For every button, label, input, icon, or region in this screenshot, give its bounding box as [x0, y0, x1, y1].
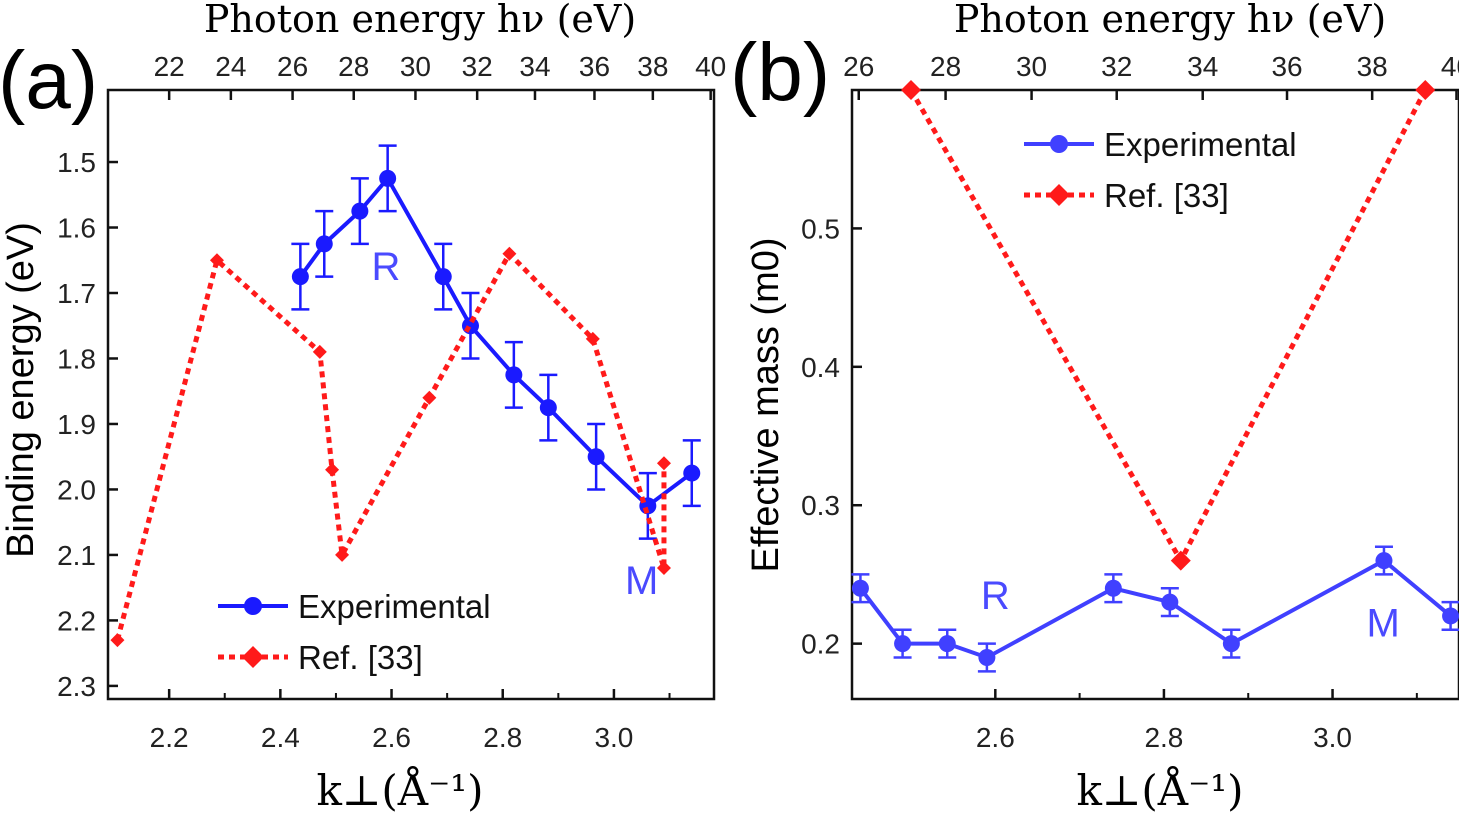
data-point-circle — [539, 399, 557, 417]
data-point-circle — [1442, 607, 1459, 625]
top-tick-label: 38 — [1357, 51, 1388, 82]
top-tick-label: 34 — [1187, 51, 1218, 82]
top-tick-label: 26 — [843, 51, 874, 82]
legend-label: Ref. [33] — [1104, 177, 1229, 214]
y-tick-label: 1.6 — [57, 213, 96, 244]
data-point-circle — [978, 648, 996, 666]
data-point-circle — [315, 235, 333, 253]
legend-label: Experimental — [1104, 126, 1297, 163]
x-tick-label: 2.6 — [976, 722, 1015, 753]
data-point-circle — [1222, 635, 1240, 653]
data-point-circle — [894, 635, 912, 653]
x-tick-label: 3.0 — [594, 722, 633, 753]
y-tick-label: 0.5 — [801, 213, 840, 244]
annotation-m: M — [1366, 602, 1399, 646]
panel-b-bottom-axis-title: k⊥(Å⁻¹) — [1076, 765, 1243, 815]
annotation-r: R — [372, 245, 401, 289]
annotation-r: R — [981, 574, 1010, 618]
data-point-circle — [938, 635, 956, 653]
data-point-diamond — [209, 253, 224, 268]
x-tick-label: 2.8 — [483, 722, 522, 753]
y-tick-label: 1.8 — [57, 343, 96, 374]
x-tick-label: 2.6 — [372, 722, 411, 753]
top-tick-label: 22 — [154, 51, 185, 82]
data-point-diamond — [312, 344, 327, 359]
data-point-circle — [434, 268, 452, 286]
y-tick-label: 1.5 — [57, 147, 96, 178]
y-tick-label: 2.2 — [57, 605, 96, 636]
y-tick-label: 2.3 — [57, 671, 96, 702]
x-tick-label: 2.8 — [1144, 722, 1183, 753]
y-tick-label: 1.9 — [57, 409, 96, 440]
plot-frame — [850, 88, 1459, 701]
legend-marker-diamond — [242, 646, 264, 668]
panel-a-plot: 2.2 2.4 2.6 2.8 3.0 1.5 1.6 1.7 1.8 1.9 2.0 2.1 2.2 2… — [57, 51, 726, 753]
y-tick-label: 0.2 — [801, 629, 840, 660]
data-point-circle — [505, 366, 523, 384]
top-tick-label: 30 — [400, 51, 431, 82]
data-point-circle — [587, 448, 605, 466]
top-tick-label: 36 — [579, 51, 610, 82]
y-tick-label: 2.1 — [57, 540, 96, 571]
data-point-circle — [1161, 593, 1179, 611]
panel-b: (b) Photon energy hν (eV) k⊥(Å⁻¹) Effect… — [730, 0, 1459, 815]
data-point-circle — [379, 169, 397, 187]
panel-b-plot: 2.6 2.8 3.0 0.2 0.3 0.4 0.5 26 28 30 32 34 36 38 40 R M E… — [801, 51, 1459, 753]
panel-b-top-axis-title: Photon energy hν (eV) — [954, 0, 1386, 41]
data-point-diamond — [656, 456, 671, 471]
panel-a: (a) Photon energy hν (eV) k⊥(Å⁻¹) Bindin… — [0, 0, 726, 815]
data-point-diamond — [110, 633, 125, 648]
data-point-circle — [1375, 552, 1393, 570]
data-point-diamond — [335, 547, 350, 562]
data-point-circle — [351, 202, 369, 220]
data-point-diamond — [1415, 80, 1436, 100]
annotation-m: M — [625, 559, 658, 603]
x-tick-label: 3.0 — [1313, 722, 1352, 753]
top-tick-label: 40 — [695, 51, 726, 82]
y-tick-label: 0.4 — [801, 352, 840, 383]
top-tick-label: 34 — [519, 51, 550, 82]
data-point-diamond — [1170, 550, 1191, 571]
x-tick-label: 2.2 — [150, 722, 189, 753]
data-point-diamond — [502, 246, 517, 261]
top-tick-label: 40 — [1441, 51, 1459, 82]
top-tick-label: 26 — [277, 51, 308, 82]
top-tick-label: 28 — [930, 51, 961, 82]
y-tick-label: 0.3 — [801, 490, 840, 521]
data-point-circle — [851, 579, 869, 597]
plot-frame — [106, 88, 716, 701]
legend-label: Experimental — [298, 588, 491, 625]
panel-b-label: (b) — [730, 27, 830, 118]
x-tick-label: 2.4 — [261, 722, 300, 753]
legend-marker-circle — [244, 597, 262, 615]
panel-a-y-axis-title: Binding energy (eV) — [0, 222, 42, 558]
top-tick-label: 36 — [1271, 51, 1302, 82]
legend-marker-circle — [1050, 135, 1068, 153]
data-point-diamond — [422, 390, 437, 405]
panel-a-top-axis-title: Photon energy hν (eV) — [204, 0, 636, 41]
series-line-reference — [115, 249, 667, 641]
top-tick-label: 28 — [338, 51, 369, 82]
data-point-diamond — [656, 561, 671, 576]
panel-a-label: (a) — [0, 35, 98, 126]
panel-b-y-axis-title: Effective mass (m0) — [745, 237, 787, 572]
top-tick-label: 38 — [637, 51, 668, 82]
legend-label: Ref. [33] — [298, 639, 423, 676]
y-tick-label: 1.7 — [57, 278, 96, 309]
data-point-diamond — [325, 462, 340, 477]
top-tick-label: 30 — [1016, 51, 1047, 82]
top-tick-label: 32 — [1101, 51, 1132, 82]
panel-a-bottom-axis-title: k⊥(Å⁻¹) — [316, 765, 483, 815]
legend-marker-diamond — [1048, 184, 1070, 206]
data-point-circle — [1104, 579, 1122, 597]
data-point-diamond — [585, 331, 600, 346]
data-point-circle — [291, 268, 309, 286]
data-point-circle — [683, 464, 701, 482]
y-tick-label: 2.0 — [57, 474, 96, 505]
top-tick-label: 32 — [462, 51, 493, 82]
data-point-diamond — [901, 80, 922, 100]
top-tick-label: 24 — [215, 51, 246, 82]
